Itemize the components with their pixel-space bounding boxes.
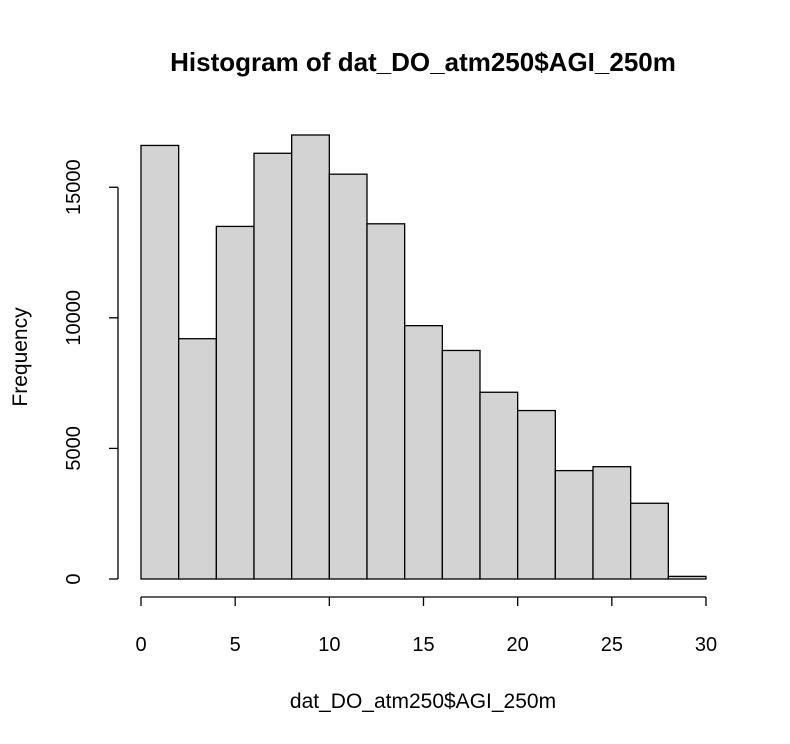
x-axis: 0 5 10 15 20 25 30	[135, 596, 717, 656]
histogram-bar	[554, 469, 594, 580]
x-tick-label: 0	[135, 634, 146, 656]
histogram-bar	[630, 502, 669, 580]
x-tick-label: 10	[318, 634, 340, 656]
histogram-bar	[178, 338, 217, 580]
x-tick-label: 5	[230, 634, 241, 656]
y-tick-label: 15000	[63, 159, 85, 215]
y-axis: 0 5000 10000 15000	[63, 159, 119, 585]
histogram-bar	[404, 325, 443, 580]
histogram-bar	[479, 391, 519, 580]
y-tick-label: 0	[63, 573, 85, 584]
y-tick-label: 10000	[63, 290, 85, 346]
histogram-bar	[517, 409, 556, 580]
x-tick-label: 25	[601, 634, 623, 656]
bars-group	[140, 134, 707, 580]
histogram-bar	[441, 349, 481, 580]
x-axis-label: dat_DO_atm250$AGI_250m	[290, 690, 556, 713]
x-tick-label: 30	[695, 634, 717, 656]
histogram-bar	[667, 575, 707, 580]
histogram-bar	[253, 152, 293, 580]
chart-title: Histogram of dat_DO_atm250$AGI_250m	[170, 47, 676, 77]
histogram-bar	[366, 223, 406, 580]
y-tick-label: 5000	[63, 426, 85, 471]
x-tick-label: 20	[507, 634, 529, 656]
histogram-bar	[592, 466, 632, 580]
histogram-bar	[215, 225, 255, 580]
histogram-bar	[328, 173, 368, 580]
y-axis-label: Frequency	[9, 307, 32, 407]
x-tick-label: 15	[412, 634, 434, 656]
histogram-bar	[140, 144, 180, 580]
histogram-bar	[291, 134, 330, 580]
